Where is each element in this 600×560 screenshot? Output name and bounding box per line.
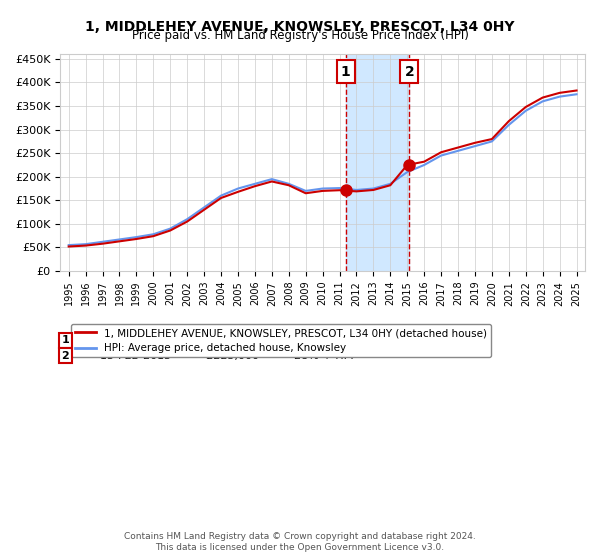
Text: 1: 1	[341, 64, 350, 78]
Text: 13-FEB-2015          £225,000          28% ↑ HPI: 13-FEB-2015 £225,000 28% ↑ HPI	[86, 351, 354, 361]
Text: 1, MIDDLEHEY AVENUE, KNOWSLEY, PRESCOT, L34 0HY: 1, MIDDLEHEY AVENUE, KNOWSLEY, PRESCOT, …	[85, 20, 515, 34]
Text: 2: 2	[62, 351, 70, 361]
Text: 1: 1	[62, 335, 70, 346]
Text: Contains HM Land Registry data © Crown copyright and database right 2024.
This d: Contains HM Land Registry data © Crown c…	[124, 532, 476, 552]
Text: 13-MAY-2011          £171,450          3% ↓ HPI: 13-MAY-2011 £171,450 3% ↓ HPI	[86, 335, 347, 346]
Legend: 1, MIDDLEHEY AVENUE, KNOWSLEY, PRESCOT, L34 0HY (detached house), HPI: Average p: 1, MIDDLEHEY AVENUE, KNOWSLEY, PRESCOT, …	[71, 324, 491, 357]
Text: 2: 2	[404, 64, 414, 78]
Bar	[346, 54, 409, 271]
Text: Price paid vs. HM Land Registry's House Price Index (HPI): Price paid vs. HM Land Registry's House …	[131, 29, 469, 42]
